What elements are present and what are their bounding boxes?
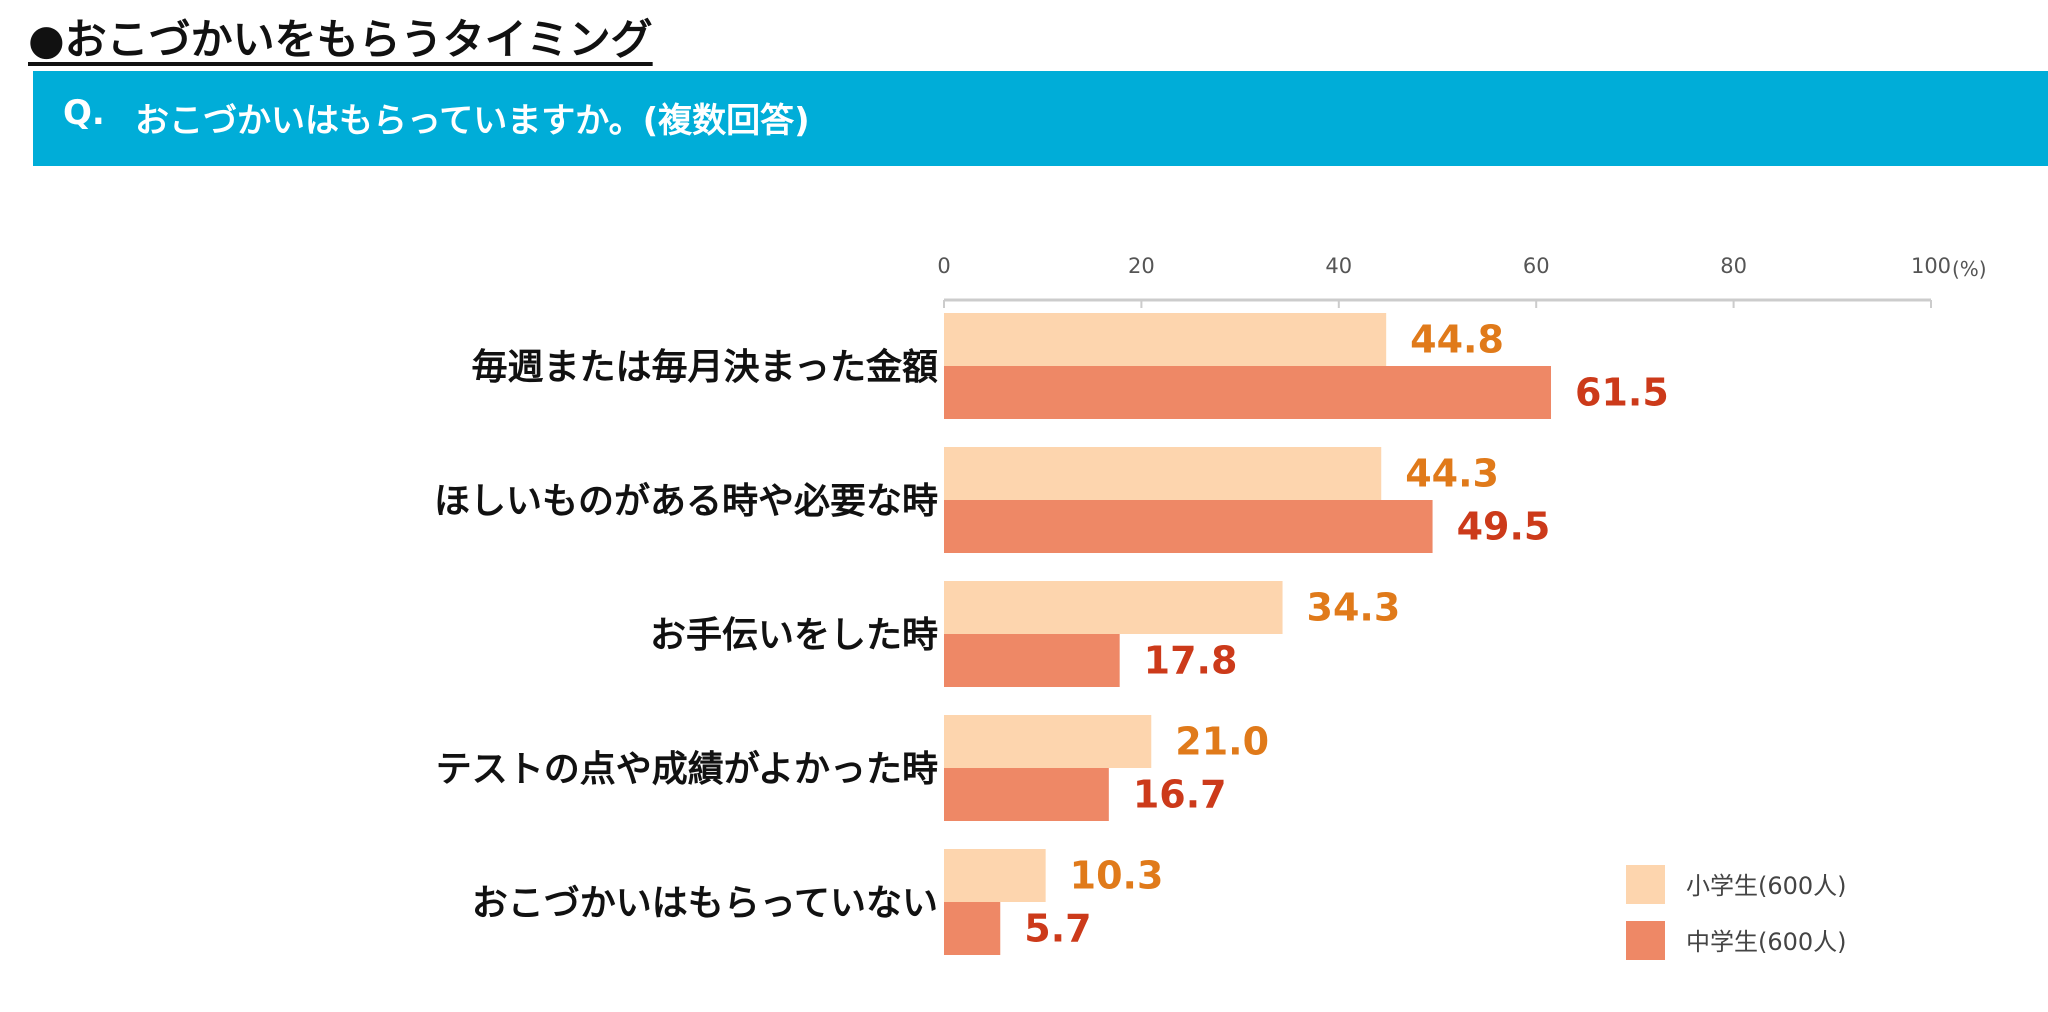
category-label: ほしいものがある時や必要な時 — [434, 481, 938, 522]
value-label-junior: 17.8 — [1144, 639, 1238, 683]
value-label-elementary: 44.3 — [1405, 452, 1499, 496]
legend-swatch-junior — [1626, 921, 1665, 960]
bar-junior — [944, 366, 1552, 419]
value-label-elementary: 21.0 — [1175, 720, 1269, 764]
value-label-junior: 16.7 — [1133, 773, 1227, 817]
value-label-junior: 49.5 — [1457, 505, 1551, 549]
bar-junior — [944, 768, 1109, 821]
legend-label-junior: 中学生(600人) — [1686, 928, 1847, 956]
bar-junior — [944, 902, 1001, 955]
bar-elementary — [944, 447, 1382, 500]
category-label: おこづかいはもらっていない — [472, 883, 938, 924]
x-tick-label: 80 — [1720, 254, 1747, 278]
category-label: 毎週または毎月決まった金額 — [471, 346, 938, 388]
x-tick-label: 20 — [1128, 254, 1155, 278]
legend-label-elementary: 小学生(600人) — [1686, 872, 1847, 900]
bar-elementary — [944, 849, 1046, 902]
x-tick-label: 60 — [1523, 254, 1550, 278]
value-label-junior: 61.5 — [1575, 371, 1669, 415]
value-label-elementary: 34.3 — [1307, 586, 1401, 630]
page-title: ●おこづかいをもらうタイミング — [28, 15, 653, 64]
x-tick-label: 100 — [1911, 254, 1951, 278]
category-label: テストの点や成績がよかった時 — [436, 749, 938, 790]
category-label: お手伝いをした時 — [650, 615, 938, 656]
x-axis-unit: (%) — [1952, 257, 1987, 281]
legend-swatch-elementary — [1626, 865, 1665, 904]
bar-elementary — [944, 715, 1152, 768]
x-tick-label: 0 — [937, 254, 950, 278]
question-banner — [33, 71, 2048, 166]
bar-elementary — [944, 581, 1283, 634]
question-text: おこづかいはもらっていますか。(複数回答) — [135, 101, 810, 141]
x-tick-label: 40 — [1325, 254, 1352, 278]
value-label-junior: 5.7 — [1024, 907, 1091, 951]
value-label-elementary: 10.3 — [1070, 854, 1164, 898]
bar-junior — [944, 634, 1120, 687]
value-label-elementary: 44.8 — [1410, 318, 1504, 362]
bar-elementary — [944, 313, 1387, 366]
question-prefix: Q. — [63, 93, 105, 133]
bar-junior — [944, 500, 1433, 553]
